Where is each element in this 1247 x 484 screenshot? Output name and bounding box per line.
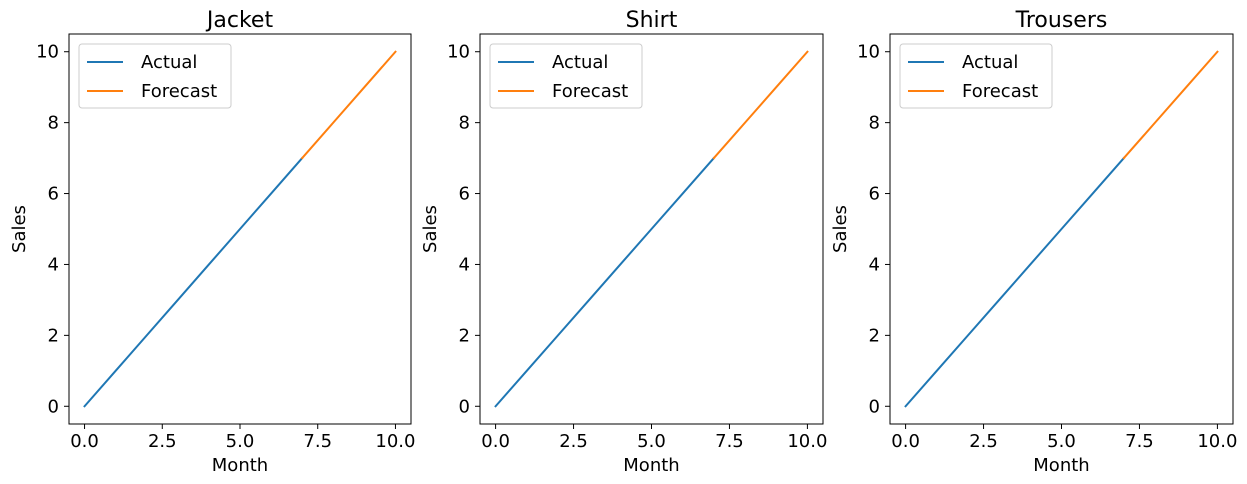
x-axis-label: Month: [212, 455, 268, 476]
legend-label-forecast: Forecast: [141, 81, 217, 102]
x-tick-label: 2.5: [969, 431, 998, 452]
legend: Actual Forecast: [78, 43, 232, 109]
x-tick-label: 2.5: [559, 431, 588, 452]
x-tick-label: 5.0: [637, 431, 666, 452]
x-tick-label: 10.0: [375, 431, 415, 452]
legend-label-actual: Actual: [141, 52, 197, 73]
legend: Actual Forecast: [899, 43, 1053, 109]
y-tick-label: 8: [48, 113, 59, 134]
y-tick-label: 2: [869, 325, 880, 346]
y-tick-label: 0: [48, 396, 59, 417]
y-tick-label: 8: [869, 113, 880, 134]
x-axis-label: Month: [623, 455, 679, 476]
y-axis-label: Sales: [9, 205, 30, 253]
x-tick-label: 0.0: [70, 431, 99, 452]
series-line-forecast: [712, 50, 809, 160]
x-tick-label: 10.0: [787, 431, 827, 452]
x-tick-label: 2.5: [148, 431, 177, 452]
x-tick-label: 7.5: [303, 431, 332, 452]
x-tick-label: 7.5: [1125, 431, 1154, 452]
y-tick-label: 4: [459, 254, 470, 275]
chart-panel-1: 0.0 2.5 5.0 7.5 10.0 0 2 4 6 8 10 Shirt Month Sales Ac…: [420, 8, 827, 476]
y-tick-label: 2: [48, 325, 59, 346]
y-tick-label: 4: [869, 254, 880, 275]
legend-label-actual: Actual: [962, 52, 1018, 73]
x-tick-label: 0.0: [891, 431, 920, 452]
y-tick-label: 0: [459, 396, 470, 417]
x-tick-label: 5.0: [1047, 431, 1076, 452]
chart-panel-2: 0.0 2.5 5.0 7.5 10.0 0 2 4 6 8 10 Trousers Month Sale…: [830, 8, 1237, 476]
legend-label-forecast: Forecast: [962, 81, 1038, 102]
y-tick-label: 0: [869, 396, 880, 417]
series-line-forecast: [1122, 50, 1219, 160]
chart-title: Jacket: [205, 8, 274, 33]
chart-panel-0: 0.0 2.5 5.0 7.5 10.0 0 2 4 6 8 10 Jacket Month Sales A…: [9, 8, 415, 476]
series-line-forecast: [300, 50, 397, 160]
x-tick-label: 0.0: [481, 431, 510, 452]
y-tick-label: 2: [459, 325, 470, 346]
y-tick-label: 6: [869, 184, 880, 205]
series-line-actual: [494, 156, 716, 408]
chart-title: Trousers: [1015, 8, 1108, 33]
series-line-actual: [83, 156, 304, 408]
x-tick-label: 10.0: [1197, 431, 1237, 452]
legend: Actual Forecast: [489, 43, 643, 109]
series-line-actual: [904, 156, 1126, 408]
x-tick-label: 5.0: [226, 431, 255, 452]
y-tick-label: 10: [857, 42, 880, 63]
y-axis-label: Sales: [420, 205, 441, 253]
y-tick-label: 4: [48, 254, 59, 275]
y-tick-label: 8: [459, 113, 470, 134]
chart-title: Shirt: [626, 8, 678, 33]
legend-label-forecast: Forecast: [552, 81, 628, 102]
y-tick-label: 10: [36, 42, 59, 63]
y-tick-label: 6: [48, 184, 59, 205]
legend-label-actual: Actual: [552, 52, 608, 73]
y-tick-label: 10: [447, 42, 470, 63]
x-tick-label: 7.5: [715, 431, 744, 452]
x-axis-label: Month: [1033, 455, 1089, 476]
y-axis-label: Sales: [830, 205, 851, 253]
y-tick-label: 6: [459, 184, 470, 205]
